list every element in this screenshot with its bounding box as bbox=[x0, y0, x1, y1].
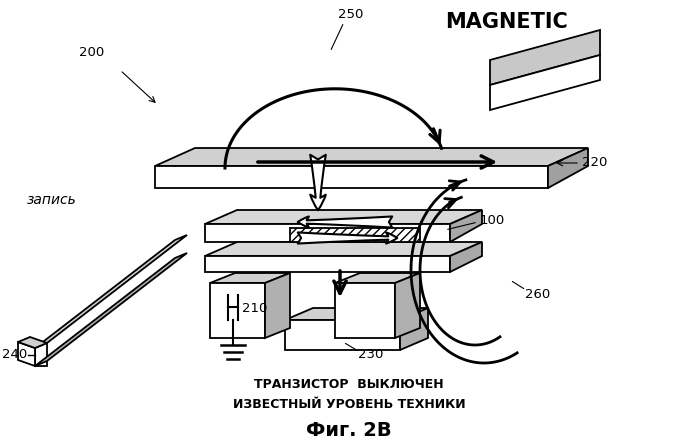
Text: 260: 260 bbox=[525, 288, 550, 302]
Text: 220: 220 bbox=[582, 157, 607, 169]
Text: ТРАНЗИСТОР  ВЫКЛЮЧЕН: ТРАНЗИСТОР ВЫКЛЮЧЕН bbox=[254, 378, 444, 392]
Polygon shape bbox=[285, 308, 428, 320]
Text: MAGNETIC: MAGNETIC bbox=[445, 12, 568, 32]
Polygon shape bbox=[285, 320, 400, 350]
Polygon shape bbox=[290, 228, 420, 242]
Polygon shape bbox=[450, 210, 482, 242]
Polygon shape bbox=[155, 166, 548, 188]
Polygon shape bbox=[450, 242, 482, 272]
Text: 210: 210 bbox=[242, 302, 268, 314]
Polygon shape bbox=[335, 283, 395, 338]
Polygon shape bbox=[18, 342, 35, 366]
Polygon shape bbox=[400, 308, 428, 350]
Text: 100: 100 bbox=[480, 213, 505, 227]
Polygon shape bbox=[18, 337, 47, 348]
Polygon shape bbox=[210, 283, 265, 338]
Polygon shape bbox=[35, 343, 47, 366]
Text: 230: 230 bbox=[358, 348, 383, 362]
Text: 200: 200 bbox=[80, 45, 105, 59]
Polygon shape bbox=[205, 210, 482, 224]
Polygon shape bbox=[205, 224, 450, 242]
Polygon shape bbox=[548, 148, 588, 188]
Text: 250: 250 bbox=[338, 8, 363, 22]
Text: 240: 240 bbox=[2, 348, 28, 362]
Polygon shape bbox=[395, 273, 420, 338]
Polygon shape bbox=[35, 253, 187, 366]
Polygon shape bbox=[490, 30, 600, 85]
Polygon shape bbox=[490, 55, 600, 110]
Polygon shape bbox=[205, 256, 450, 272]
Text: ИЗВЕСТНЫЙ УРОВЕНЬ ТЕХНИКИ: ИЗВЕСТНЫЙ УРОВЕНЬ ТЕХНИКИ bbox=[233, 399, 466, 411]
Text: Фиг. 2В: Фиг. 2В bbox=[306, 421, 392, 440]
Polygon shape bbox=[335, 273, 420, 283]
Polygon shape bbox=[205, 242, 482, 256]
Polygon shape bbox=[35, 235, 187, 348]
Text: запись: запись bbox=[27, 193, 77, 207]
Polygon shape bbox=[210, 273, 290, 283]
Polygon shape bbox=[155, 148, 588, 166]
Polygon shape bbox=[265, 273, 290, 338]
